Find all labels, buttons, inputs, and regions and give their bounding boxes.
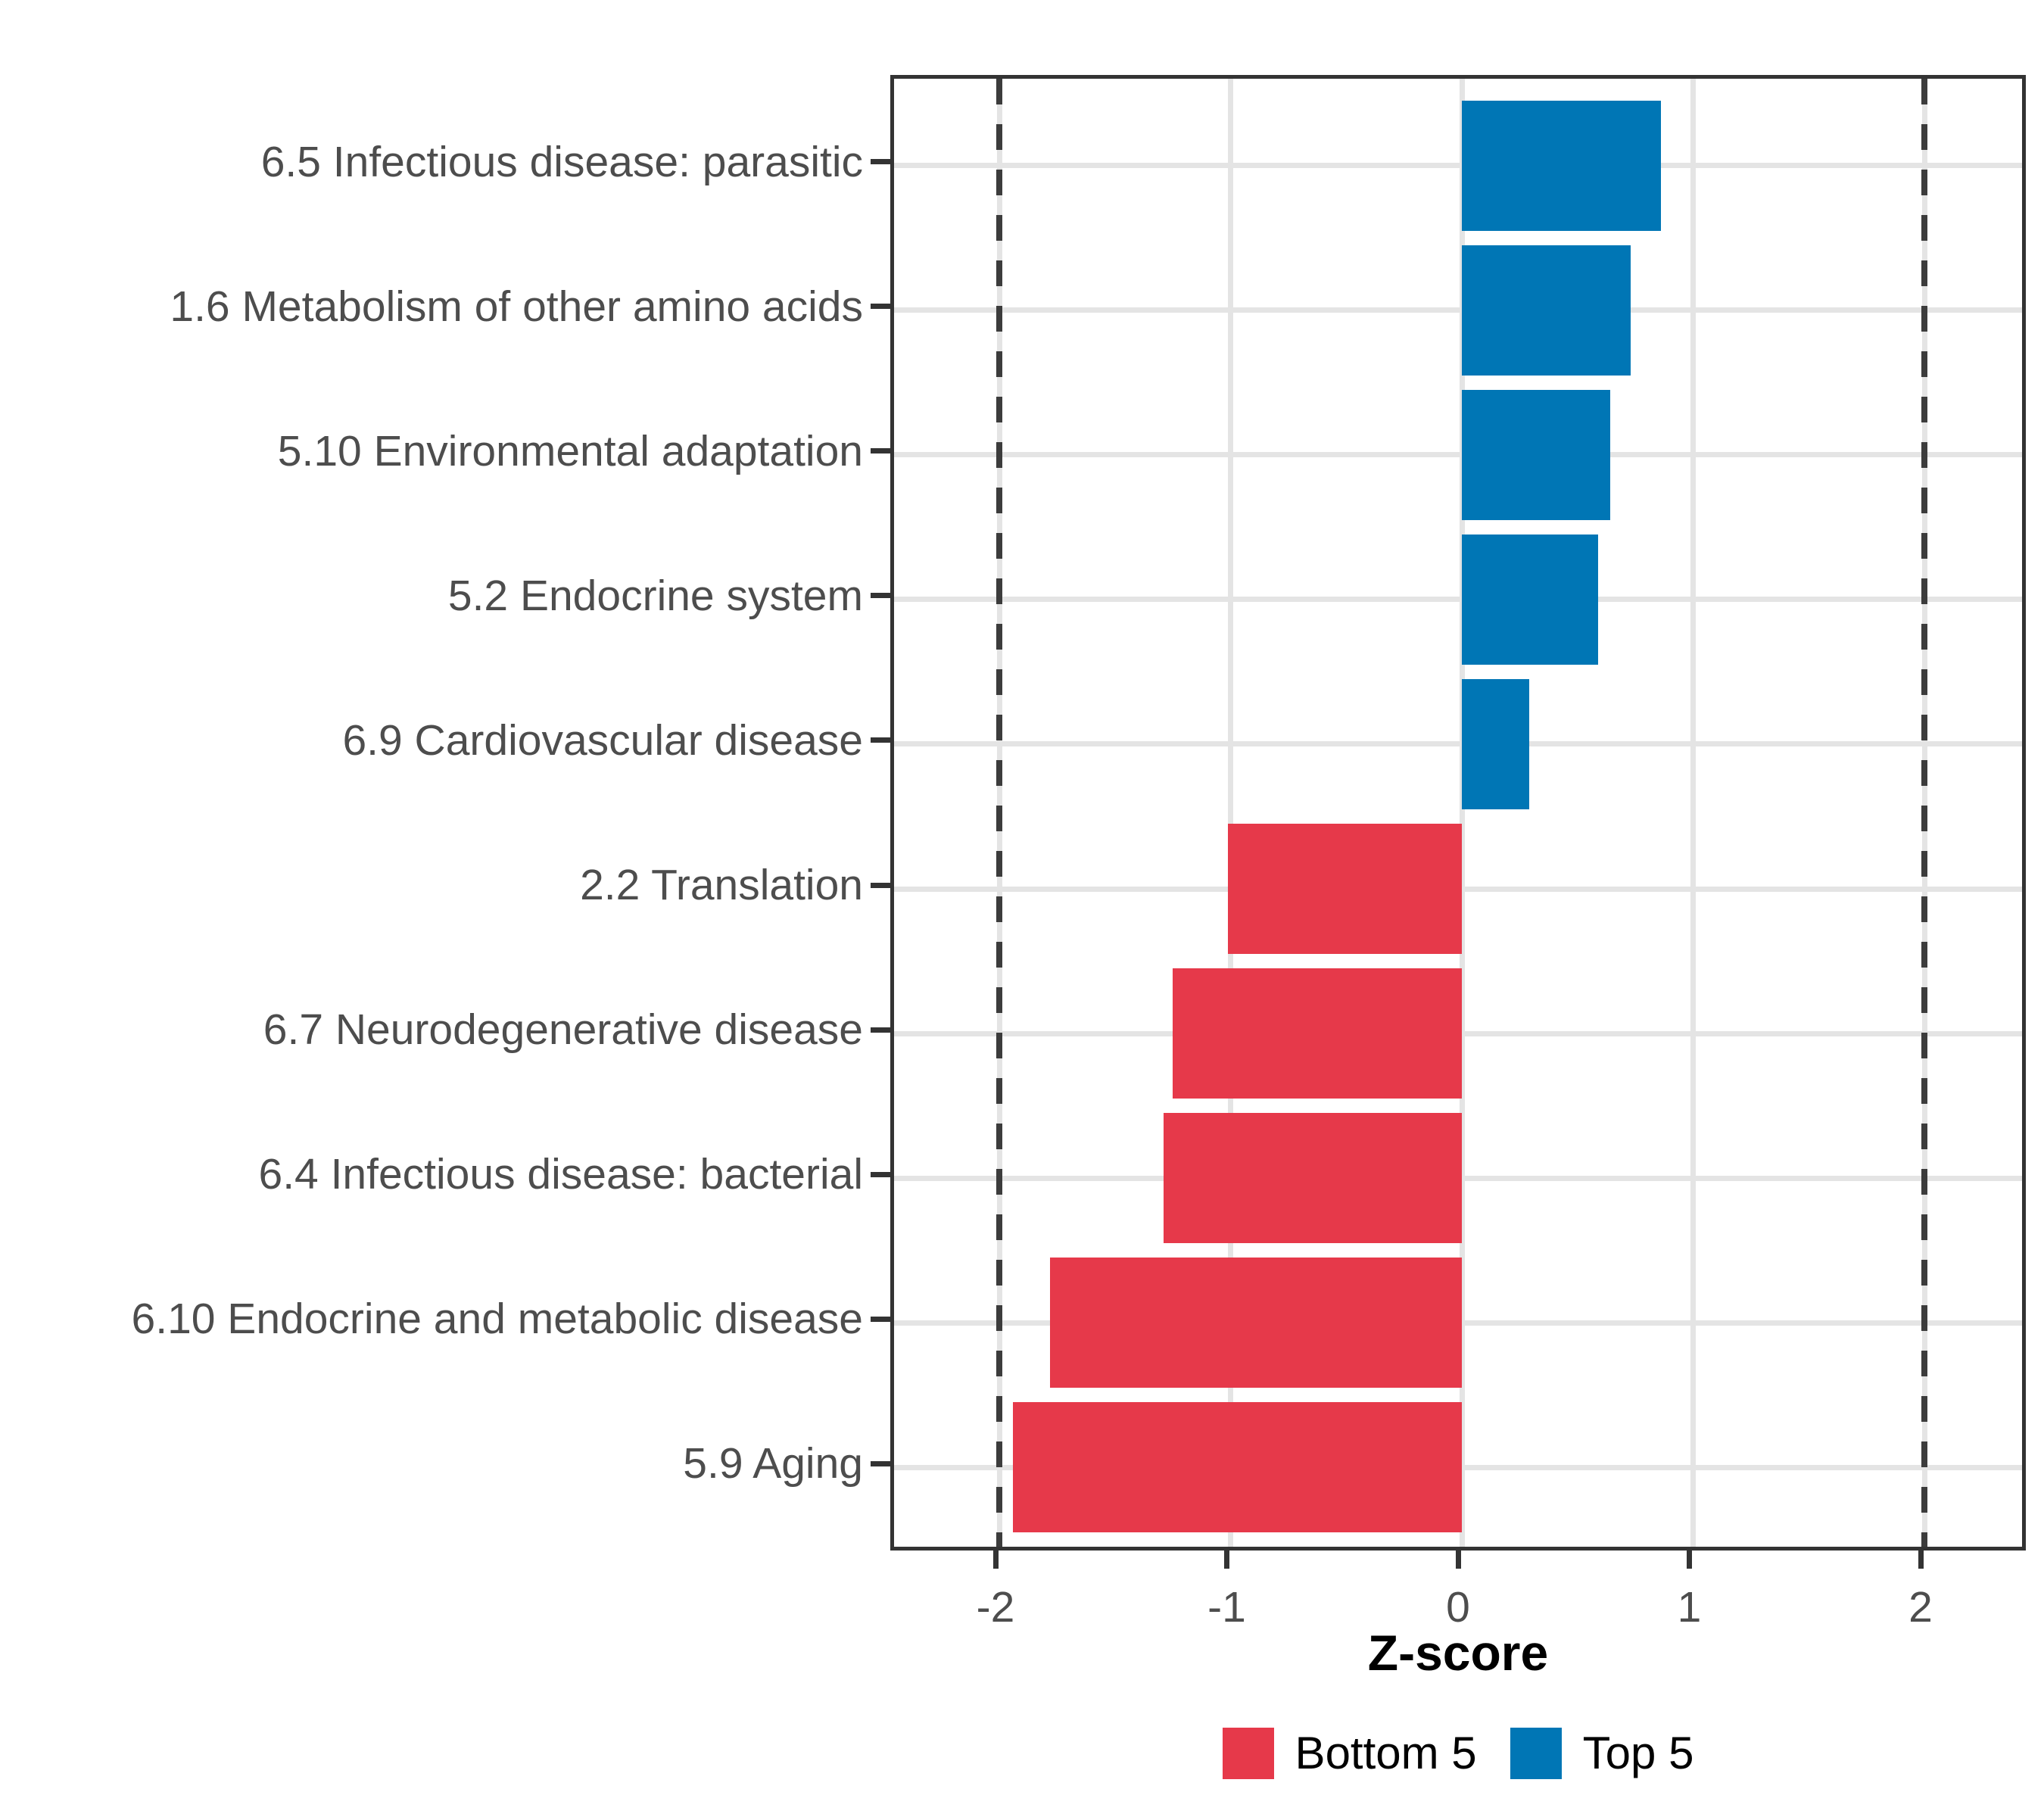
x-tick-mark (1687, 1551, 1692, 1569)
y-tick-mark (871, 1171, 890, 1177)
reference-line (996, 79, 1002, 1547)
bar (1462, 534, 1599, 665)
bar (1462, 678, 1529, 809)
x-axis-title: Z-score (1367, 1625, 1549, 1681)
y-axis-label: 6.7 Neurodegenerative disease (263, 1005, 863, 1055)
y-axis-label: 6.10 Endocrine and metabolic disease (131, 1295, 863, 1344)
reference-line (1921, 79, 1927, 1547)
v-gridline (1228, 79, 1233, 1547)
x-tick-mark (1918, 1551, 1924, 1569)
h-gridline (894, 597, 2022, 603)
y-axis-label: 5.2 Endocrine system (447, 571, 863, 620)
x-tick-label: 2 (1908, 1583, 1933, 1632)
y-axis-label: 1.6 Metabolism of other amino acids (170, 282, 863, 331)
x-tick-label: 1 (1677, 1583, 1702, 1632)
bar (1228, 824, 1462, 954)
y-tick-mark (871, 159, 890, 165)
y-tick-mark (871, 304, 890, 310)
bar (1462, 389, 1610, 520)
y-tick-mark (871, 448, 890, 454)
legend: Bottom 5 Top 5 (890, 1727, 2026, 1779)
y-axis-label: 5.10 Environmental adaptation (277, 426, 863, 475)
y-tick-mark (871, 882, 890, 888)
y-tick-mark (871, 1316, 890, 1322)
y-tick-mark (871, 737, 890, 743)
v-gridline (1690, 79, 1696, 1547)
x-tick-label: 0 (1446, 1583, 1470, 1632)
legend-swatch-bottom5 (1222, 1727, 1274, 1779)
bar (1013, 1402, 1462, 1533)
x-tick-label: -1 (1207, 1583, 1246, 1632)
y-tick-mark (871, 1027, 890, 1033)
x-tick-mark (1455, 1551, 1461, 1569)
legend-label-bottom5: Bottom 5 (1295, 1728, 1477, 1778)
y-axis-label: 6.9 Cardiovascular disease (342, 715, 863, 765)
y-axis-label: 5.9 Aging (683, 1439, 863, 1488)
bar (1462, 100, 1661, 231)
legend-label-top5: Top 5 (1582, 1728, 1694, 1778)
y-axis-label: 2.2 Translation (580, 861, 863, 909)
y-axis-label: 6.4 Infectious disease: bacterial (258, 1150, 863, 1199)
legend-item-bottom5: Bottom 5 (1222, 1727, 1477, 1779)
x-tick-mark (1224, 1551, 1229, 1569)
v-gridline (1459, 79, 1465, 1547)
legend-item-top5: Top 5 (1510, 1727, 1694, 1779)
plot-panel (890, 75, 2026, 1551)
h-gridline (894, 452, 2022, 458)
y-axis-label: 6.5 Infectious disease: parasitic (260, 137, 863, 186)
x-tick-mark (992, 1551, 999, 1569)
y-tick-mark (871, 593, 890, 599)
bar (1050, 1258, 1462, 1388)
h-gridline (894, 307, 2022, 313)
bar (1462, 245, 1631, 376)
y-tick-mark (871, 1460, 890, 1466)
x-tick-label: -2 (976, 1583, 1015, 1632)
bar (1173, 968, 1462, 1099)
legend-swatch-top5 (1510, 1727, 1562, 1779)
bar (1163, 1113, 1462, 1244)
h-gridline (894, 741, 2022, 747)
h-gridline (894, 163, 2022, 169)
